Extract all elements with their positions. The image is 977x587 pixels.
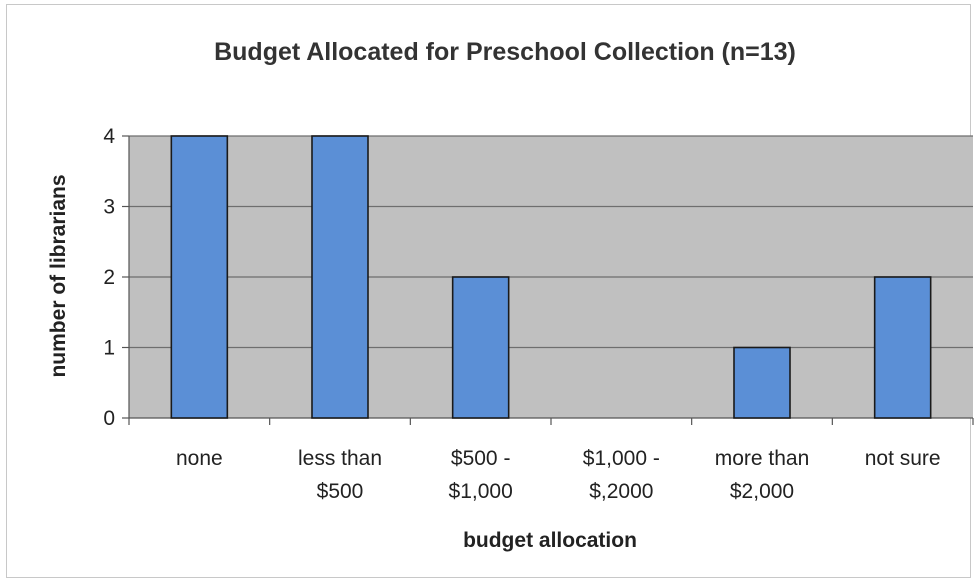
bar (311, 135, 369, 419)
y-tick-label: 1 (103, 337, 115, 360)
x-tick-label: $1,000 - (583, 447, 660, 470)
bar (451, 276, 510, 419)
x-tick-label: less than (298, 447, 382, 470)
bar-chart: Budget Allocated for Preschool Collectio… (47, 38, 974, 552)
x-tick-label: $500 (317, 480, 364, 503)
x-tick-label: $1,000 (449, 480, 513, 503)
y-tick-label: 0 (103, 407, 115, 430)
y-axis-title: number of librarians (47, 174, 70, 377)
chart-title: Budget Allocated for Preschool Collectio… (214, 38, 796, 66)
bar (873, 276, 932, 419)
chart-frame: Budget Allocated for Preschool Collectio… (6, 4, 974, 578)
y-tick-label: 2 (103, 266, 115, 289)
bar (170, 135, 229, 419)
x-tick-label: $2,000 (730, 480, 794, 503)
plot-area: 0 1 2 3 4 none less than $500 $500 - $1,000 $1,000… (103, 125, 974, 503)
x-tick-label: $500 - (451, 447, 511, 470)
bar (733, 346, 791, 419)
x-axis-title: budget allocation (463, 529, 637, 552)
y-tick-label: 4 (103, 125, 115, 148)
y-tick-label: 3 (103, 196, 115, 219)
x-tick-label: none (176, 447, 223, 470)
x-tick-label: more than (715, 447, 810, 470)
x-tick-label: $,2000 (589, 480, 653, 503)
x-tick-label: not sure (865, 447, 941, 470)
